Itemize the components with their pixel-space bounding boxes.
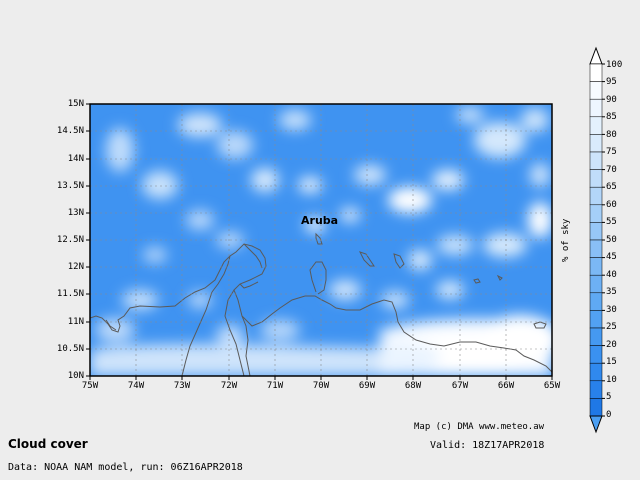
colorbar-cell [589, 63, 603, 82]
lat-label: 10.5N [56, 344, 84, 354]
lon-label: 68W [404, 381, 422, 391]
colorbar-cell [589, 327, 603, 346]
colorbar-cell [589, 292, 603, 311]
colorbar-label: 45 [606, 252, 617, 262]
lon-label: 72W [220, 381, 238, 391]
data-source: Data: NOAA NAM model, run: 06Z16APR2018 [8, 462, 243, 473]
lat-label: 11.5N [56, 289, 84, 299]
cloud-field [90, 107, 552, 376]
lon-label: 66W [497, 381, 515, 391]
colorbar-cell [589, 151, 603, 170]
colorbar-ticks [602, 63, 605, 417]
lat-label: 11N [67, 317, 84, 327]
colorbar-label: 70 [606, 165, 617, 175]
colorbar-label: 40 [606, 270, 617, 280]
lat-label: 14N [67, 154, 84, 164]
lon-label: 75W [81, 381, 99, 391]
colorbar-top-arrow [589, 46, 603, 65]
colorbar-label: 50 [606, 235, 617, 245]
colorbar-label: 30 [606, 305, 617, 315]
colorbar-cell [589, 239, 603, 258]
colorbar-cell [589, 81, 603, 100]
place-label-aruba: Aruba [301, 214, 339, 227]
map-credit: Map (c) DMA www.meteo.aw [414, 422, 545, 432]
colorbar-cell [589, 186, 603, 206]
lat-label: 10N [67, 371, 84, 381]
colorbar-label: 100 [606, 60, 623, 70]
lon-label: 70W [312, 381, 330, 391]
valid-time: Valid: 18Z17APR2018 [430, 440, 545, 451]
colorbar-label: 85 [606, 112, 617, 122]
colorbar-label: 90 [606, 95, 617, 105]
axis-ticks [86, 103, 553, 380]
colorbar-label: 95 [606, 77, 617, 87]
lat-label: 13N [67, 208, 84, 218]
colorbar-label: 5 [606, 392, 612, 402]
colorbar-label: 55 [606, 217, 617, 227]
colorbar-cell [589, 204, 603, 223]
colorbar-label: 35 [606, 287, 617, 297]
lat-label: 14.5N [56, 126, 84, 136]
colorbar-label: 0 [606, 410, 612, 420]
grid-lines [90, 104, 552, 376]
lon-label: 67W [451, 381, 469, 391]
colorbar-label: 75 [606, 147, 617, 157]
colorbar-label: 80 [606, 130, 617, 140]
colorbar-label: 20 [606, 340, 617, 350]
colorbar-cell [589, 274, 603, 294]
coastlines [90, 232, 552, 376]
colorbar-cell [589, 380, 603, 399]
colorbar-label: 60 [606, 200, 617, 210]
colorbar-label: 10 [606, 375, 617, 385]
lat-label: 12N [67, 262, 84, 272]
colorbar-label: 15 [606, 357, 617, 367]
colorbar-cells [589, 63, 603, 417]
plot-area [90, 104, 552, 376]
colorbar-label: 65 [606, 182, 617, 192]
lon-label: 74W [127, 381, 145, 391]
colorbar-unit: % of sky [561, 218, 571, 262]
colorbar-cell [589, 257, 603, 276]
colorbar-bottom-arrow [589, 415, 603, 434]
lon-label: 65W [543, 381, 561, 391]
colorbar-cell [589, 116, 603, 135]
colorbar-cell [589, 134, 603, 153]
colorbar-cell [589, 98, 603, 118]
colorbar-cell [589, 222, 603, 241]
lon-label: 73W [173, 381, 191, 391]
colorbar-cell [589, 310, 603, 329]
lat-label: 13.5N [56, 181, 84, 191]
lon-label: 69W [358, 381, 376, 391]
colorbar-cell [589, 169, 603, 188]
colorbar [589, 46, 605, 434]
lat-label: 15N [67, 99, 84, 109]
colorbar-cell [589, 398, 603, 417]
map-title: Cloud cover [8, 437, 88, 451]
colorbar-cell [589, 345, 603, 364]
lat-label: 12.5N [56, 235, 84, 245]
colorbar-cell [589, 362, 603, 382]
colorbar-label: 25 [606, 322, 617, 332]
lon-label: 71W [266, 381, 284, 391]
